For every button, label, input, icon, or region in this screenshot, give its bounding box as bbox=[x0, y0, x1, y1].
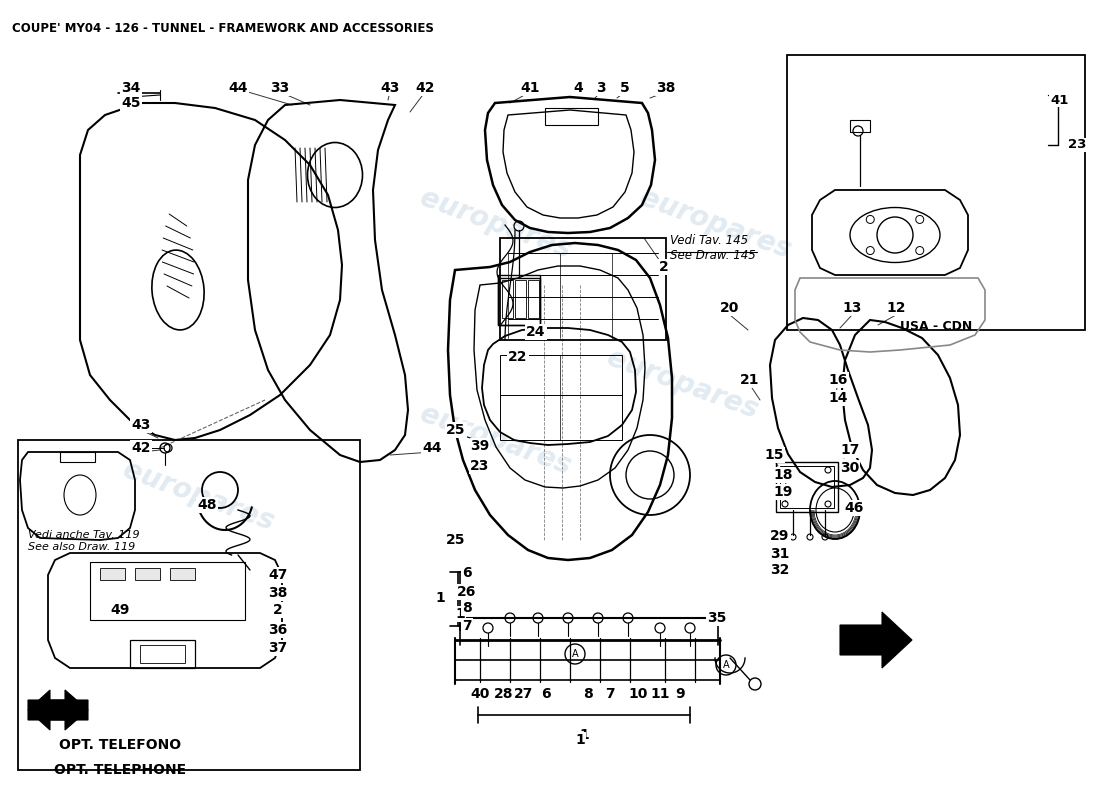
Text: 9: 9 bbox=[675, 687, 685, 701]
Text: 37: 37 bbox=[268, 641, 287, 655]
Text: europares: europares bbox=[636, 184, 794, 264]
Text: 48: 48 bbox=[197, 498, 217, 512]
Text: 32: 32 bbox=[770, 563, 790, 577]
Text: 2: 2 bbox=[273, 603, 283, 617]
Polygon shape bbox=[135, 568, 160, 580]
Text: Vedi Tav. 145
See Draw. 145: Vedi Tav. 145 See Draw. 145 bbox=[670, 234, 756, 262]
Text: 43: 43 bbox=[381, 81, 399, 95]
Text: OPT. TELEFONO: OPT. TELEFONO bbox=[59, 738, 182, 752]
Text: 14: 14 bbox=[828, 391, 848, 405]
Text: 24: 24 bbox=[526, 325, 546, 339]
Text: 25: 25 bbox=[447, 533, 465, 547]
Text: 28: 28 bbox=[494, 687, 514, 701]
Text: 20: 20 bbox=[720, 301, 739, 315]
Text: 6: 6 bbox=[462, 566, 472, 580]
Text: 5: 5 bbox=[620, 81, 630, 95]
Text: 1: 1 bbox=[436, 591, 446, 605]
Text: A: A bbox=[723, 660, 729, 670]
Text: 8: 8 bbox=[462, 601, 472, 615]
Text: 6: 6 bbox=[541, 687, 551, 701]
Text: europares: europares bbox=[603, 344, 761, 424]
Text: 25: 25 bbox=[447, 423, 465, 437]
Text: 34: 34 bbox=[121, 81, 141, 95]
Text: 40: 40 bbox=[471, 687, 490, 701]
Text: 10: 10 bbox=[628, 687, 648, 701]
Text: 36: 36 bbox=[268, 623, 287, 637]
Text: 44: 44 bbox=[229, 81, 248, 95]
Text: 1: 1 bbox=[455, 607, 465, 621]
Text: 42: 42 bbox=[416, 81, 434, 95]
Polygon shape bbox=[840, 612, 912, 668]
Text: 11: 11 bbox=[650, 687, 670, 701]
Text: 21: 21 bbox=[740, 373, 760, 387]
Text: 38: 38 bbox=[268, 586, 288, 600]
Text: 27: 27 bbox=[515, 687, 534, 701]
Text: 17: 17 bbox=[840, 443, 860, 457]
Text: 7: 7 bbox=[605, 687, 615, 701]
Text: europares: europares bbox=[119, 456, 277, 536]
Text: 3: 3 bbox=[596, 81, 606, 95]
Text: 8: 8 bbox=[583, 687, 593, 701]
Text: 30: 30 bbox=[840, 461, 859, 475]
Text: 1: 1 bbox=[579, 728, 588, 742]
Text: 31: 31 bbox=[770, 547, 790, 561]
Text: 38: 38 bbox=[657, 81, 675, 95]
Text: 29: 29 bbox=[770, 529, 790, 543]
Text: 26: 26 bbox=[458, 585, 476, 599]
Text: 23: 23 bbox=[471, 459, 490, 473]
Text: 19: 19 bbox=[773, 485, 793, 499]
Text: 23: 23 bbox=[1068, 138, 1087, 151]
Text: 35: 35 bbox=[707, 611, 727, 625]
Text: 22: 22 bbox=[508, 350, 528, 364]
Text: OPT. TELEPHONE: OPT. TELEPHONE bbox=[54, 763, 186, 777]
Text: 42: 42 bbox=[131, 441, 151, 455]
Text: 15: 15 bbox=[764, 448, 783, 462]
Text: USA - CDN: USA - CDN bbox=[900, 320, 972, 333]
Text: 46: 46 bbox=[845, 501, 864, 515]
Polygon shape bbox=[28, 690, 88, 730]
Text: 43: 43 bbox=[131, 418, 151, 432]
Text: 2: 2 bbox=[659, 260, 669, 274]
Text: 39: 39 bbox=[471, 439, 490, 453]
Text: 16: 16 bbox=[828, 373, 848, 387]
Text: A: A bbox=[572, 649, 579, 659]
Polygon shape bbox=[28, 690, 88, 730]
Text: europares: europares bbox=[416, 400, 574, 480]
Text: 1: 1 bbox=[575, 733, 585, 747]
Text: 18: 18 bbox=[773, 468, 793, 482]
Text: 12: 12 bbox=[887, 301, 905, 315]
Text: 47: 47 bbox=[268, 568, 288, 582]
Text: Vedi anche Tav. 119
See also Draw. 119: Vedi anche Tav. 119 See also Draw. 119 bbox=[28, 530, 140, 552]
Text: 4: 4 bbox=[573, 81, 583, 95]
Text: 41: 41 bbox=[1050, 94, 1068, 106]
Polygon shape bbox=[100, 568, 125, 580]
Polygon shape bbox=[170, 568, 195, 580]
Text: 33: 33 bbox=[271, 81, 289, 95]
Text: 44: 44 bbox=[422, 441, 442, 455]
Text: COUPE' MY04 - 126 - TUNNEL - FRAMEWORK AND ACCESSORIES: COUPE' MY04 - 126 - TUNNEL - FRAMEWORK A… bbox=[12, 22, 433, 35]
Text: 45: 45 bbox=[121, 96, 141, 110]
Text: 13: 13 bbox=[843, 301, 861, 315]
Text: 7: 7 bbox=[462, 619, 472, 633]
Text: 49: 49 bbox=[110, 603, 130, 617]
Text: europares: europares bbox=[416, 184, 574, 264]
Text: 41: 41 bbox=[520, 81, 540, 95]
